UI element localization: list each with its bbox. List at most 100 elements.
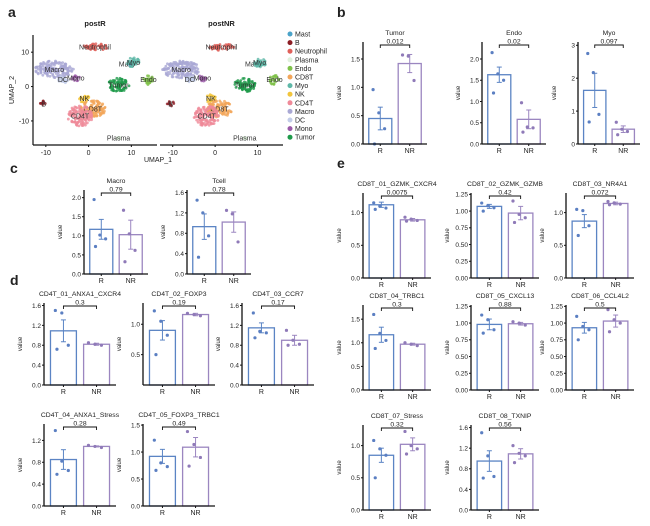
legend-swatch bbox=[287, 108, 293, 114]
cluster-label: DC bbox=[58, 77, 68, 84]
y-axis-label: value bbox=[337, 228, 343, 243]
panel-b-Tumor: Tumor R NR 0.0 0.5 1.0 1.5 value 0.012 bbox=[337, 30, 427, 155]
cell-point bbox=[52, 75, 56, 79]
cell-point bbox=[82, 44, 86, 48]
cell-point bbox=[221, 110, 225, 113]
bar-NR bbox=[602, 320, 629, 391]
cell-point bbox=[211, 105, 215, 109]
y-tick-label: 0.0 bbox=[470, 141, 479, 148]
cell-point bbox=[243, 137, 246, 141]
cell-point bbox=[192, 116, 196, 119]
data-point-R bbox=[207, 234, 211, 238]
y-tick-label: 1.5 bbox=[470, 78, 479, 85]
legend-item: NK bbox=[287, 91, 305, 99]
cell-point bbox=[180, 75, 184, 79]
cell-point bbox=[53, 70, 57, 74]
cell-point bbox=[270, 82, 274, 86]
cell-point bbox=[252, 87, 256, 90]
panel-e-CD8T_08_TXNIP: CD8T_08_TXNIP R NR 0.0 0.4 0.8 1.2 1.6 value 0.56 bbox=[445, 413, 539, 521]
cell-point bbox=[214, 100, 217, 104]
cluster-label: CD8T bbox=[84, 106, 103, 113]
y-tick-label: 0.5 bbox=[351, 364, 360, 371]
legend-item: Mono bbox=[287, 126, 313, 133]
cell-point bbox=[209, 122, 213, 126]
y-tick-label: 0.0 bbox=[459, 507, 468, 514]
bar-R bbox=[368, 204, 395, 279]
cluster-CD4T: CD4T bbox=[192, 105, 220, 127]
cell-point bbox=[56, 70, 59, 73]
y-tick-label: 0.5 bbox=[72, 252, 81, 259]
cell-point bbox=[77, 104, 81, 108]
y-tick-label: 0.25 bbox=[550, 371, 563, 378]
cluster-label: Mast bbox=[245, 62, 260, 69]
cluster-label: B bbox=[168, 101, 173, 108]
cluster-label: Macro bbox=[171, 67, 191, 74]
legend-swatch bbox=[287, 117, 293, 123]
cell-point bbox=[234, 85, 238, 89]
panel-d-CD4T_05_FOXP3_TRBC1: CD4T_05_FOXP3_TRBC1 R NR 0.0 0.5 1.0 1.5 value 0… bbox=[117, 412, 220, 517]
p-value-label: 0.19 bbox=[172, 300, 185, 307]
subplot-title: Endo bbox=[506, 30, 522, 37]
cell-point bbox=[192, 77, 196, 80]
x-tick-label: NR bbox=[516, 394, 526, 401]
data-point-NR bbox=[606, 199, 610, 204]
cell-point bbox=[131, 65, 134, 68]
data-point-R bbox=[496, 72, 500, 76]
cell-point bbox=[127, 61, 131, 65]
cell-point bbox=[228, 46, 232, 49]
cell-point bbox=[195, 63, 199, 67]
cluster-label: CD4T bbox=[198, 113, 217, 120]
y-tick-label: 0.5 bbox=[351, 475, 360, 482]
legend-swatch bbox=[287, 65, 293, 71]
cell-point bbox=[74, 123, 78, 127]
cell-point bbox=[198, 77, 202, 80]
data-point-R bbox=[372, 438, 376, 443]
data-point-NR bbox=[517, 321, 521, 325]
cell-point bbox=[69, 69, 73, 73]
bar-R bbox=[571, 327, 598, 391]
cell-point bbox=[258, 65, 262, 69]
cell-point bbox=[212, 108, 216, 112]
y-tick-label: 0.5 bbox=[470, 120, 479, 127]
data-point-NR bbox=[198, 314, 203, 318]
legend-label: Myo bbox=[295, 83, 308, 90]
y-axis-label: value bbox=[445, 228, 451, 243]
x-tick-label: 10 bbox=[254, 150, 262, 157]
subplot-title: Tumor bbox=[385, 30, 405, 37]
data-point-NR bbox=[230, 212, 234, 216]
y-tick-label: 1.0 bbox=[351, 340, 360, 347]
cell-point bbox=[101, 48, 105, 52]
cluster-label: CD4T bbox=[71, 113, 90, 120]
cell-point bbox=[227, 102, 231, 106]
cluster-Mono: Mono bbox=[194, 74, 211, 83]
cell-point bbox=[61, 67, 64, 71]
cell-point bbox=[224, 101, 228, 105]
x-tick-label: R bbox=[487, 514, 492, 521]
cell-point bbox=[55, 75, 59, 78]
cell-point bbox=[73, 117, 77, 121]
cell-point bbox=[277, 77, 281, 81]
cell-point bbox=[59, 75, 62, 79]
x-tick-label: NR bbox=[408, 282, 418, 289]
cell-point bbox=[233, 80, 237, 84]
cell-point bbox=[61, 61, 65, 65]
y-tick-label: 1.0 bbox=[131, 322, 140, 329]
cell-point bbox=[211, 115, 215, 119]
data-point-NR bbox=[531, 126, 535, 130]
cluster-Neutrophil: Neutrophil bbox=[79, 42, 111, 52]
cell-point bbox=[151, 79, 155, 83]
y-tick-label: 0 bbox=[571, 141, 575, 148]
cell-point bbox=[145, 81, 149, 85]
cell-point bbox=[85, 109, 89, 113]
cluster-label: B bbox=[41, 101, 46, 108]
p-value-label: 0.02 bbox=[507, 39, 520, 46]
cell-point bbox=[83, 118, 87, 122]
x-tick-label: R bbox=[259, 389, 264, 396]
cell-point bbox=[226, 113, 229, 117]
data-point-NR bbox=[415, 218, 419, 223]
significance-bracket bbox=[488, 195, 522, 199]
y-axis-label: value bbox=[337, 460, 343, 475]
legend-label: Macro bbox=[295, 109, 315, 116]
legend-swatch bbox=[287, 134, 293, 140]
cell-point bbox=[147, 74, 151, 78]
